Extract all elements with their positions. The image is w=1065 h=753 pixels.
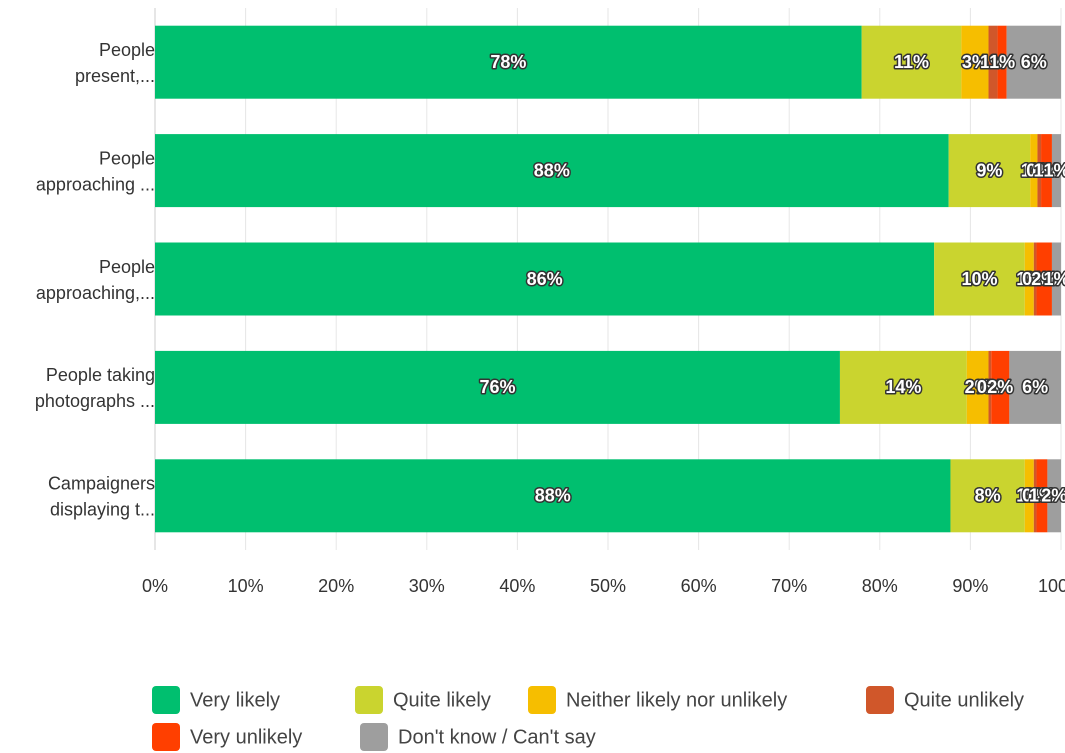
bar-segment [155, 25, 862, 99]
bar-segment [1051, 242, 1061, 316]
data-label: 78% [490, 52, 526, 72]
bar-segment [950, 459, 1025, 533]
x-tick-label: 20% [318, 576, 354, 596]
bar-segment [1009, 350, 1061, 424]
x-tick-label: 60% [681, 576, 717, 596]
data-label: 2% [1031, 269, 1057, 289]
data-label: 10% [961, 269, 997, 289]
y-tick-label: People [99, 40, 155, 60]
bar-segment [1024, 459, 1034, 533]
legend-label: Very unlikely [190, 726, 302, 748]
data-label: 0% [1022, 486, 1048, 506]
data-label: 8% [975, 486, 1001, 506]
data-label: 88% [535, 486, 571, 506]
data-label: 86% [527, 269, 563, 289]
bar-segment [1024, 242, 1034, 316]
legend-swatch [360, 723, 388, 751]
bar-segment [948, 134, 1031, 208]
x-tick-label: 10% [228, 576, 264, 596]
y-tick-label: present,... [75, 66, 155, 86]
data-label: 3% [962, 52, 988, 72]
legend-label: Neither likely nor unlikely [566, 689, 787, 711]
bar-segment [861, 25, 962, 99]
data-label: 1% [1029, 486, 1055, 506]
data-label: 76% [479, 377, 515, 397]
y-tick-label: approaching ... [36, 174, 155, 194]
bar-segment [839, 350, 967, 424]
x-tick-label: 80% [862, 576, 898, 596]
legend-label: Very likely [190, 689, 280, 711]
legend-swatch [866, 686, 894, 714]
data-label: 1% [1021, 160, 1047, 180]
data-label: 1% [980, 52, 1006, 72]
bar-segment [1033, 242, 1037, 316]
data-label: 6% [1022, 377, 1048, 397]
bar-segment [155, 134, 949, 208]
data-label: 1% [989, 52, 1015, 72]
bar-segment [1047, 459, 1061, 533]
bar-segment [1036, 459, 1048, 533]
bar-segment [1041, 134, 1052, 208]
bar-segment [991, 350, 1010, 424]
x-tick-label: 30% [409, 576, 445, 596]
y-tick-label: People [99, 148, 155, 168]
data-label: 14% [885, 377, 921, 397]
data-label: 88% [534, 160, 570, 180]
bar-segment [934, 242, 1025, 316]
bar-segment [1033, 459, 1037, 533]
y-tick-label: photographs ... [35, 391, 155, 411]
data-label: 1% [1043, 160, 1065, 180]
data-label: 1% [1016, 486, 1042, 506]
data-label: 1% [1043, 269, 1065, 289]
data-label: 6% [1021, 52, 1047, 72]
bar-segment [997, 25, 1007, 99]
bar-segment [988, 350, 992, 424]
y-tick-label: displaying t... [50, 500, 155, 520]
legend-label: Quite likely [393, 689, 491, 711]
data-label: 0% [1026, 160, 1052, 180]
bar-segment [1036, 242, 1052, 316]
y-tick-label: approaching,... [36, 283, 155, 303]
legend-label: Don't know / Can't say [398, 726, 596, 748]
bar-segment [1006, 25, 1061, 99]
x-tick-label: 100% [1038, 576, 1065, 596]
x-tick-label: 70% [771, 576, 807, 596]
data-label: 1% [1033, 160, 1059, 180]
y-tick-label: People taking [46, 365, 155, 385]
data-label: 1% [1016, 269, 1042, 289]
data-label: 0% [977, 377, 1003, 397]
x-tick-label: 50% [590, 576, 626, 596]
legend-swatch [528, 686, 556, 714]
legend-swatch [355, 686, 383, 714]
bar-segment [155, 242, 935, 316]
legend-swatch [152, 686, 180, 714]
data-label: 0% [1022, 269, 1048, 289]
bar-segment [988, 25, 998, 99]
x-tick-label: 40% [499, 576, 535, 596]
data-label: 2% [987, 377, 1013, 397]
data-label: 2% [1041, 486, 1065, 506]
bar-segment [1037, 134, 1042, 208]
bar-segment [961, 25, 989, 99]
bar-segment [966, 350, 989, 424]
legend-label: Quite unlikely [904, 689, 1024, 711]
bar-segment [1051, 134, 1061, 208]
y-tick-label: Campaigners [48, 474, 155, 494]
legend-swatch [152, 723, 180, 751]
bar-segment [155, 459, 951, 533]
bar-segment [1030, 134, 1038, 208]
bar-segment [155, 350, 840, 424]
data-label: 11% [894, 52, 929, 72]
y-tick-label: People [99, 257, 155, 277]
data-label: 2% [965, 377, 991, 397]
data-label: 9% [976, 160, 1002, 180]
x-tick-label: 0% [142, 576, 168, 596]
x-tick-label: 90% [952, 576, 988, 596]
